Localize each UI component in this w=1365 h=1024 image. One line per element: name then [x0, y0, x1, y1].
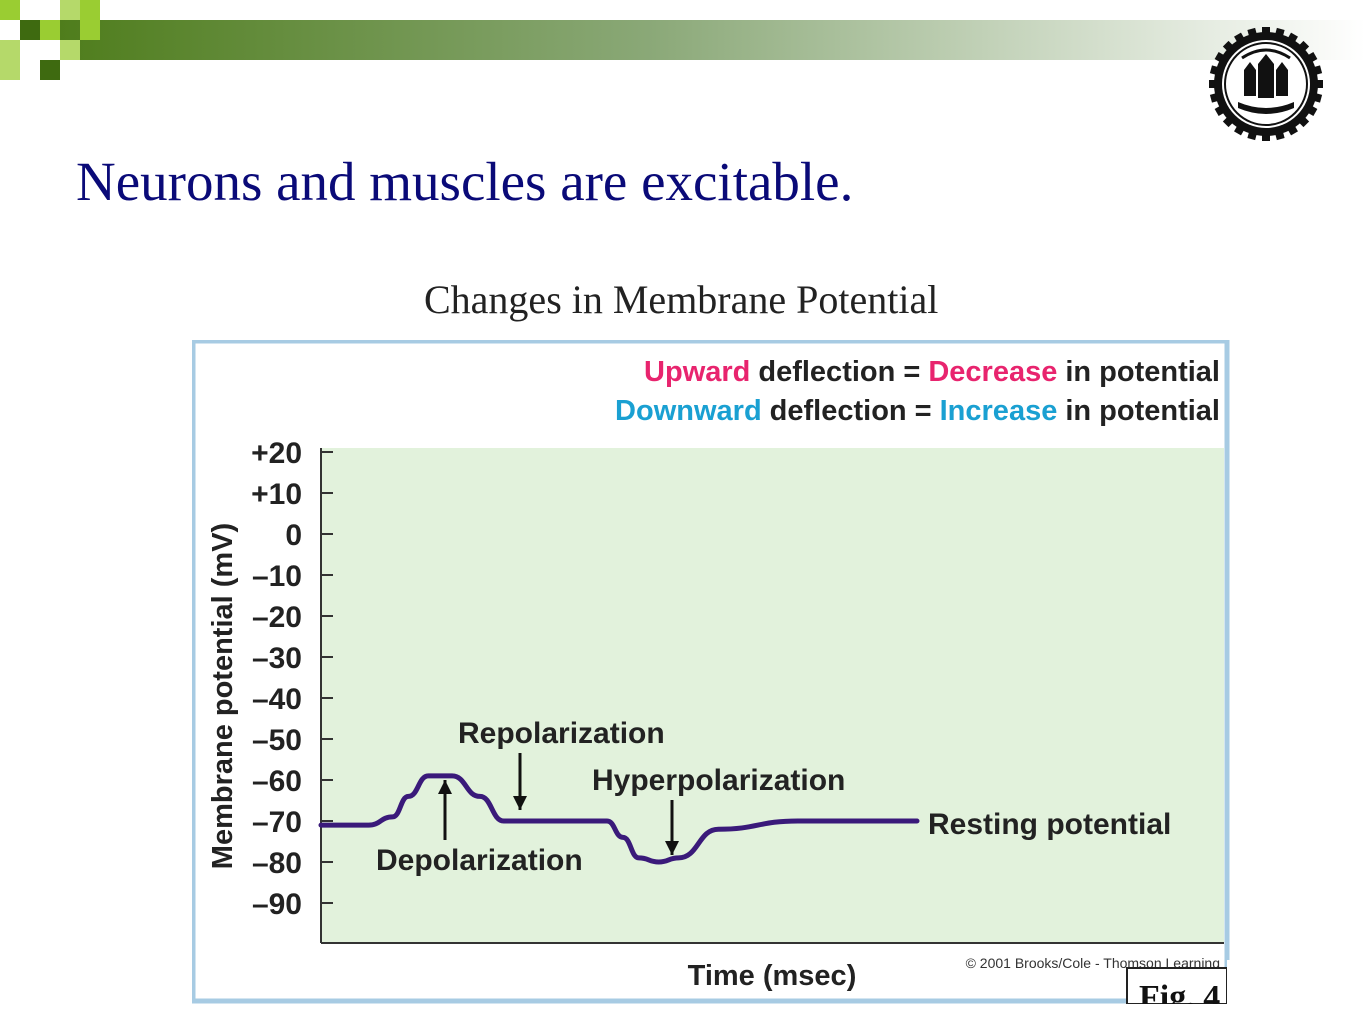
y-tick-label: –60 — [252, 765, 302, 798]
membrane-potential-line — [318, 773, 920, 865]
annotation-depolarization: Depolarization — [376, 844, 583, 877]
annotation-arrow-head — [513, 796, 527, 810]
legend-in-potential-1: in potential — [1065, 356, 1220, 388]
annotation-repolarization: Repolarization — [458, 717, 665, 750]
y-tick-label: +10 — [251, 478, 302, 511]
y-tick-label: –40 — [252, 683, 302, 716]
y-tick-label: 0 — [285, 519, 302, 552]
annotation-hyperpolarization: Hyperpolarization — [592, 764, 845, 797]
slide-banner — [0, 0, 1365, 80]
legend-increase-word: Increase — [940, 395, 1058, 427]
legend-downward-word: Downward — [615, 395, 762, 427]
y-tick-label: –20 — [252, 601, 302, 634]
y-tick-label: –50 — [252, 724, 302, 757]
figure-caption: Changes in Membrane Potential — [424, 277, 939, 322]
legend-deflection-2: deflection = — [770, 395, 932, 427]
y-axis-label: Membrane potential (mV) — [207, 523, 239, 869]
fig-label-box — [1126, 967, 1228, 1004]
chart-annotations: Repolarization Hyperpolarization Depolariz… — [376, 717, 1171, 877]
membrane-potential-chart: Upward deflection = Decrease in potential D… — [192, 340, 1232, 1004]
y-tick-label: +20 — [251, 437, 302, 470]
y-tick-label: –70 — [252, 806, 302, 839]
y-tick-label: –30 — [252, 642, 302, 675]
y-tick-label: –90 — [252, 888, 302, 921]
legend-upward-word: Upward — [644, 356, 750, 388]
fig-label: Fig. 4 — [1139, 979, 1220, 1004]
legend-line-upward: Upward deflection = Decrease in potential — [644, 356, 1220, 388]
annotation-arrow-head — [665, 841, 679, 855]
y-axis-ticks: +20 +10 0 –10 –20 –30 –40 –50 –60 –70 –80 –90 — [251, 437, 333, 921]
legend-in-potential-2: in potential — [1065, 395, 1220, 427]
y-tick-label: –80 — [252, 847, 302, 880]
legend-decrease-word: Decrease — [928, 356, 1057, 388]
legend-deflection-1: deflection = — [758, 356, 920, 388]
x-axis-label: Time (msec) — [688, 960, 857, 992]
plot-area — [321, 448, 1224, 943]
university-seal-icon — [1209, 27, 1323, 141]
legend-line-downward: Downward deflection = Increase in potential — [615, 395, 1220, 427]
slide-title: Neurons and muscles are excitable. — [76, 151, 854, 212]
annotation-arrow-head — [438, 780, 452, 794]
annotation-resting-potential: Resting potential — [928, 808, 1171, 841]
y-tick-label: –10 — [252, 560, 302, 593]
